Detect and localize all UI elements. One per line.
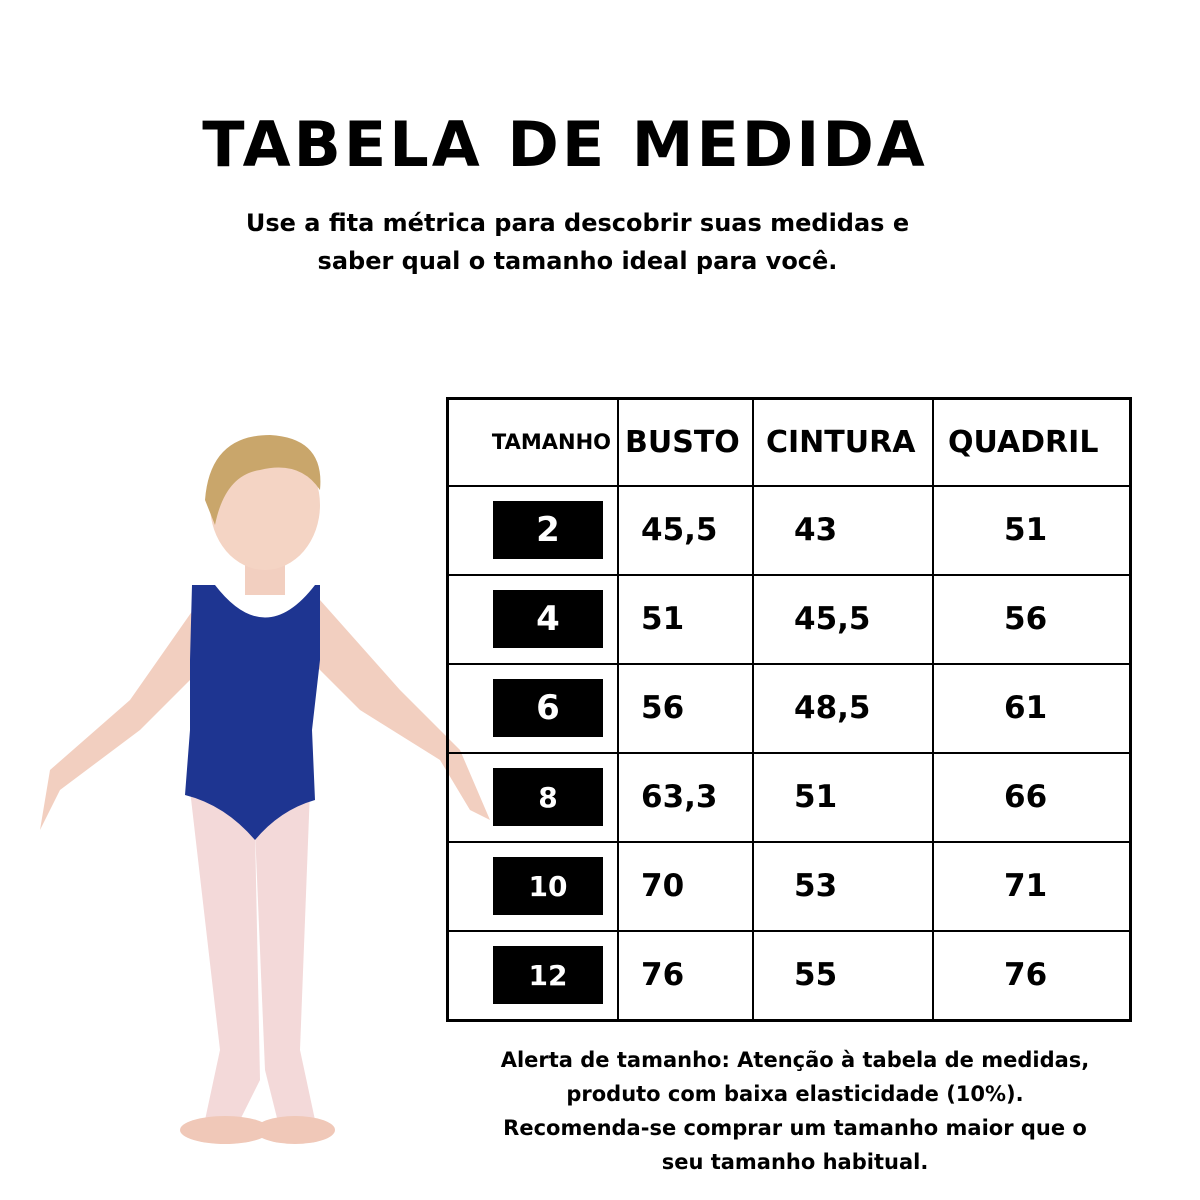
busto-cell: 56 — [617, 662, 754, 754]
header-cintura: CINTURA — [752, 397, 934, 487]
busto-cell: 76 — [617, 929, 754, 1021]
header-tamanho: TAMANHO — [446, 397, 619, 487]
table-row: 6 56 48,5 61 — [446, 662, 1131, 754]
table-row: 10 70 53 71 — [446, 840, 1131, 932]
cintura-cell: 51 — [752, 751, 934, 843]
header-quadril: QUADRIL — [932, 397, 1131, 487]
subtitle-line: saber qual o tamanho ideal para você. — [317, 247, 838, 275]
size-badge: 10 — [493, 857, 603, 915]
size-alert: Alerta de tamanho: Atenção à tabela de m… — [470, 1043, 1120, 1179]
size-cell: 6 — [446, 662, 619, 754]
alert-line: Alerta de tamanho: Atenção à tabela de m… — [500, 1048, 1090, 1072]
table-row: 12 76 55 76 — [446, 929, 1131, 1021]
page-title: TABELA DE MEDIDA — [202, 108, 928, 181]
size-cell: 12 — [446, 929, 619, 1021]
size-cell: 8 — [446, 751, 619, 843]
table-row: 4 51 45,5 56 — [446, 573, 1131, 665]
busto-cell: 51 — [617, 573, 754, 665]
subtitle: Use a fita métrica para descobrir suas m… — [0, 204, 1155, 280]
alert-line: produto com baixa elasticidade (10%). — [566, 1082, 1024, 1106]
size-table: TAMANHO BUSTO CINTURA QUADRIL 2 45,5 43 51 4… — [446, 397, 1132, 1022]
size-badge: 8 — [493, 768, 603, 826]
cintura-cell: 48,5 — [752, 662, 934, 754]
subtitle-line: Use a fita métrica para descobrir suas m… — [245, 209, 910, 237]
quadril-cell: 66 — [932, 751, 1131, 843]
cintura-cell: 45,5 — [752, 573, 934, 665]
quadril-cell: 76 — [932, 929, 1131, 1021]
table-row: 8 63,3 51 66 — [446, 751, 1131, 843]
size-badge: 2 — [493, 501, 603, 559]
busto-cell: 45,5 — [617, 484, 754, 576]
quadril-cell: 51 — [932, 484, 1131, 576]
table-header-row: TAMANHO BUSTO CINTURA QUADRIL — [446, 397, 1131, 487]
quadril-cell: 61 — [932, 662, 1131, 754]
alert-line: seu tamanho habitual. — [661, 1150, 929, 1174]
model-photo — [40, 435, 490, 1144]
header-busto: BUSTO — [617, 397, 754, 487]
busto-cell: 70 — [617, 840, 754, 932]
alert-line: Recomenda-se comprar um tamanho maior qu… — [503, 1116, 1087, 1140]
size-cell: 10 — [446, 840, 619, 932]
size-badge: 12 — [493, 946, 603, 1004]
cintura-cell: 43 — [752, 484, 934, 576]
size-cell: 2 — [446, 484, 619, 576]
quadril-cell: 71 — [932, 840, 1131, 932]
cintura-cell: 53 — [752, 840, 934, 932]
cintura-cell: 55 — [752, 929, 934, 1021]
size-badge: 4 — [493, 590, 603, 648]
quadril-cell: 56 — [932, 573, 1131, 665]
busto-cell: 63,3 — [617, 751, 754, 843]
size-cell: 4 — [446, 573, 619, 665]
size-badge: 6 — [493, 679, 603, 737]
table-row: 2 45,5 43 51 — [446, 484, 1131, 576]
